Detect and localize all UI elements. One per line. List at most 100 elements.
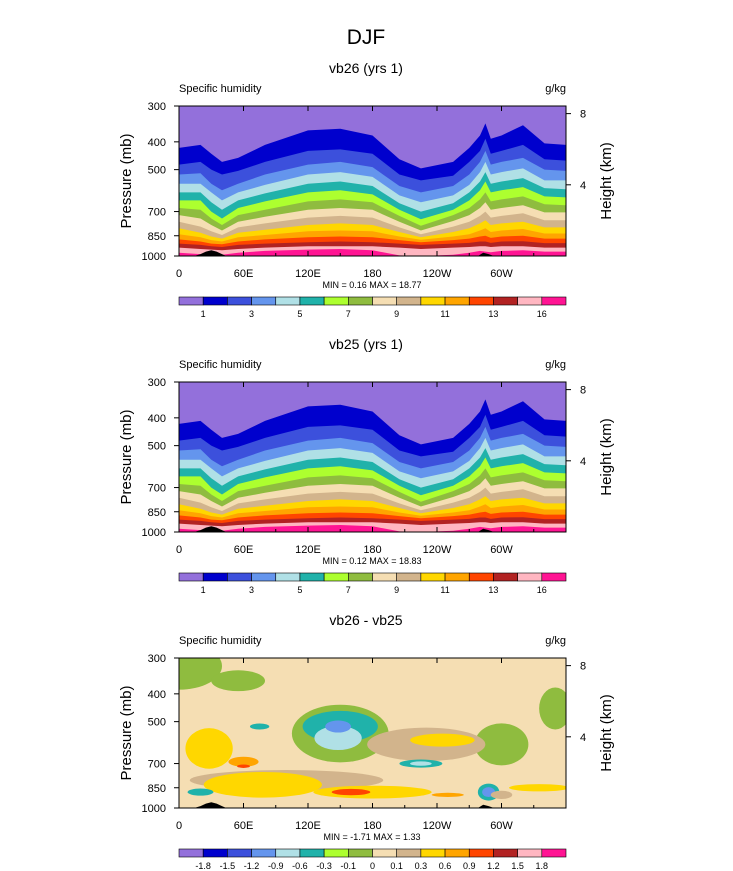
contour-region (203, 771, 322, 798)
colorbar-swatch (468, 572, 494, 582)
colorbar-tick-label: 0.9 (463, 861, 476, 871)
colorbar-swatch (251, 848, 277, 858)
colorbar-tick-label: -0.6 (292, 861, 308, 871)
colorbar-tick-label: 11 (440, 309, 449, 319)
topography-mask (194, 250, 227, 256)
colorbar-swatch (468, 296, 494, 306)
colorbar-swatch (420, 848, 446, 858)
y-tick-label: 300 (148, 377, 166, 389)
x-tick-label: 0 (176, 268, 182, 280)
figure-title: DJF (347, 26, 386, 49)
colorbar-tick-label: 0.3 (415, 861, 428, 871)
colorbar: -1.8 -1.5 -1.2 -0.9 -0.6 -0.3 -0.1 0 0.1 0.3 0.6 0.… (178, 848, 567, 871)
colorbar-tick-label: 13 (488, 585, 498, 595)
colorbar-tick-label: 1.5 (511, 861, 524, 871)
contour-region (509, 784, 566, 792)
colorbar-swatch (396, 296, 422, 306)
right-tick-label: 8 (580, 385, 586, 397)
colorbar-swatch (251, 572, 277, 582)
left-label: Specific humidity (179, 83, 262, 95)
panel-title: vb25 (yrs 1) (329, 336, 403, 352)
colorbar-swatch (372, 296, 397, 306)
x-tick-label: 180 (363, 820, 381, 832)
x-tick-label: 60E (234, 544, 254, 556)
colorbar-swatch (541, 572, 567, 582)
colorbar-swatch (493, 572, 518, 582)
x-tick-label: 0 (176, 544, 182, 556)
min-max-stats: MIN = -1.71 MAX = 1.33 (323, 832, 420, 842)
contour-region (228, 756, 259, 767)
x-tick-label: 120E (295, 544, 321, 556)
x-tick-label: 60W (490, 820, 513, 832)
x-tick-label: 180 (363, 544, 381, 556)
left-label: Specific humidity (179, 359, 262, 371)
colorbar-swatch (444, 296, 470, 306)
right-label: g/kg (545, 359, 566, 371)
colorbar-swatch (396, 848, 422, 858)
colorbar-tick-label: 1.8 (536, 861, 549, 871)
colorbar-swatch (323, 296, 349, 306)
contour-region (431, 792, 464, 797)
x-tick-label: 120E (295, 268, 321, 280)
colorbar-swatch (299, 572, 325, 582)
contour-field (179, 382, 566, 532)
x-tick-label: 60E (234, 820, 254, 832)
colorbar-swatch (348, 296, 373, 306)
y-tick-label: 500 (148, 165, 166, 177)
right-axis-label: Height (km) (598, 418, 615, 496)
y-tick-label: 300 (148, 653, 166, 665)
colorbar-swatch (323, 572, 349, 582)
colorbar-swatch (372, 572, 397, 582)
colorbar: 1 3 5 7 9 11 13 16 (178, 296, 567, 319)
right-tick-label: 8 (580, 661, 586, 673)
left-label: Specific humidity (179, 635, 262, 647)
x-tick-label: 120W (423, 268, 452, 280)
min-max-stats: MIN = 0.16 MAX = 18.77 (322, 280, 421, 290)
x-tick-label: 60W (490, 544, 513, 556)
panel-title: vb26 - vb25 (329, 612, 402, 628)
contour-field (179, 106, 566, 256)
colorbar-tick-label: 7 (346, 585, 351, 595)
contour-field (179, 658, 566, 808)
colorbar-swatch (348, 572, 373, 582)
y-tick-label: 500 (148, 441, 166, 453)
topography-mask (194, 526, 227, 532)
colorbar-tick-label: -1.5 (220, 861, 236, 871)
colorbar-swatch (493, 296, 518, 306)
contour-region (179, 658, 222, 690)
x-tick-label: 120E (295, 820, 321, 832)
right-tick-label: 8 (580, 109, 586, 121)
y-tick-label: 400 (148, 413, 166, 425)
colorbar-swatch (251, 296, 277, 306)
right-tick-label: 4 (580, 732, 586, 744)
panel-vb25: vb25 (yrs 1) Specific humidity g/kg 300 400 5… (118, 336, 615, 595)
colorbar-swatch (227, 848, 252, 858)
colorbar-swatch (178, 848, 204, 858)
y-axis-label: Pressure (mb) (118, 133, 135, 228)
y-axis-label: Pressure (mb) (118, 409, 135, 504)
contour-region (314, 725, 362, 751)
colorbar-swatch (275, 848, 301, 858)
y-tick-label: 400 (148, 689, 166, 701)
colorbar-tick-label: 3 (249, 585, 254, 595)
colorbar-tick-label: 0.6 (439, 861, 452, 871)
contour-region (211, 670, 265, 692)
colorbar-swatch (275, 572, 301, 582)
contour-region (410, 761, 432, 766)
right-label: g/kg (545, 83, 566, 95)
colorbar-tick-label: 5 (297, 309, 302, 319)
y-tick-label: 850 (148, 783, 166, 795)
contour-region (187, 788, 214, 796)
colorbar-swatch (444, 572, 470, 582)
colorbar-tick-label: -1.2 (244, 861, 260, 871)
topography-mask (477, 252, 494, 256)
colorbar-tick-label: -0.1 (341, 861, 357, 871)
colorbar-tick-label: 13 (488, 309, 498, 319)
contour-region (410, 733, 475, 747)
contour-region (331, 788, 371, 796)
panel-vb26: vb26 (yrs 1) Specific humidity g/kg 300 400 5… (118, 60, 615, 319)
topography-mask (477, 804, 494, 808)
colorbar-swatch (420, 572, 446, 582)
